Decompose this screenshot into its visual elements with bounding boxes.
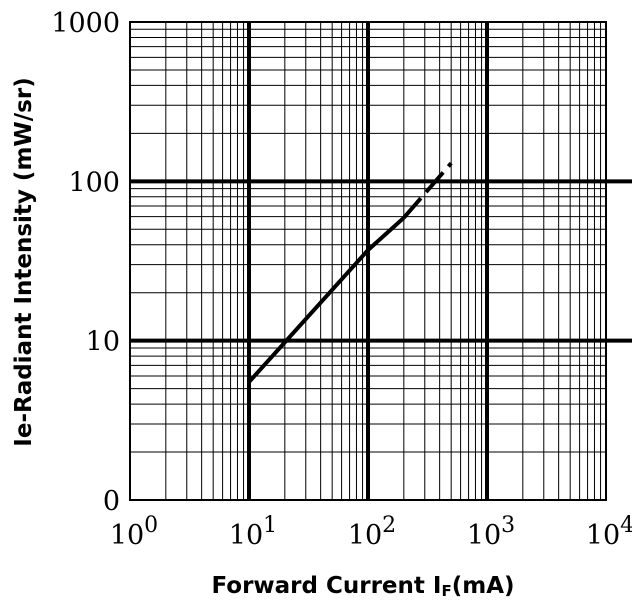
x-axis-label: Forward Current IF(mA) [211, 573, 514, 600]
x-tick-labels: 100 101 102 103 104 [110, 513, 632, 551]
x-tick-label: 100 [110, 513, 158, 551]
x-tick-label: 103 [467, 513, 515, 551]
data-line-dashed [402, 161, 453, 220]
x-tick-label: 104 [586, 513, 632, 551]
major-grid [130, 22, 632, 500]
y-tick-label: 1000 [51, 8, 120, 39]
data-lines [247, 161, 453, 384]
y-tick-label: 100 [68, 167, 120, 198]
x-tick-label: 101 [229, 513, 277, 551]
minor-grid [130, 22, 606, 500]
y-tick-label: 10 [86, 327, 120, 358]
y-axis-label: Ie-Radiant Intensity (mW/sr) [11, 77, 37, 446]
plot-frame [129, 21, 607, 501]
y-tick-labels: 0 10 100 1000 [51, 8, 120, 517]
x-tick-label: 102 [348, 513, 396, 551]
y-tick-label: 0 [103, 486, 120, 517]
data-line-solid [247, 216, 406, 384]
